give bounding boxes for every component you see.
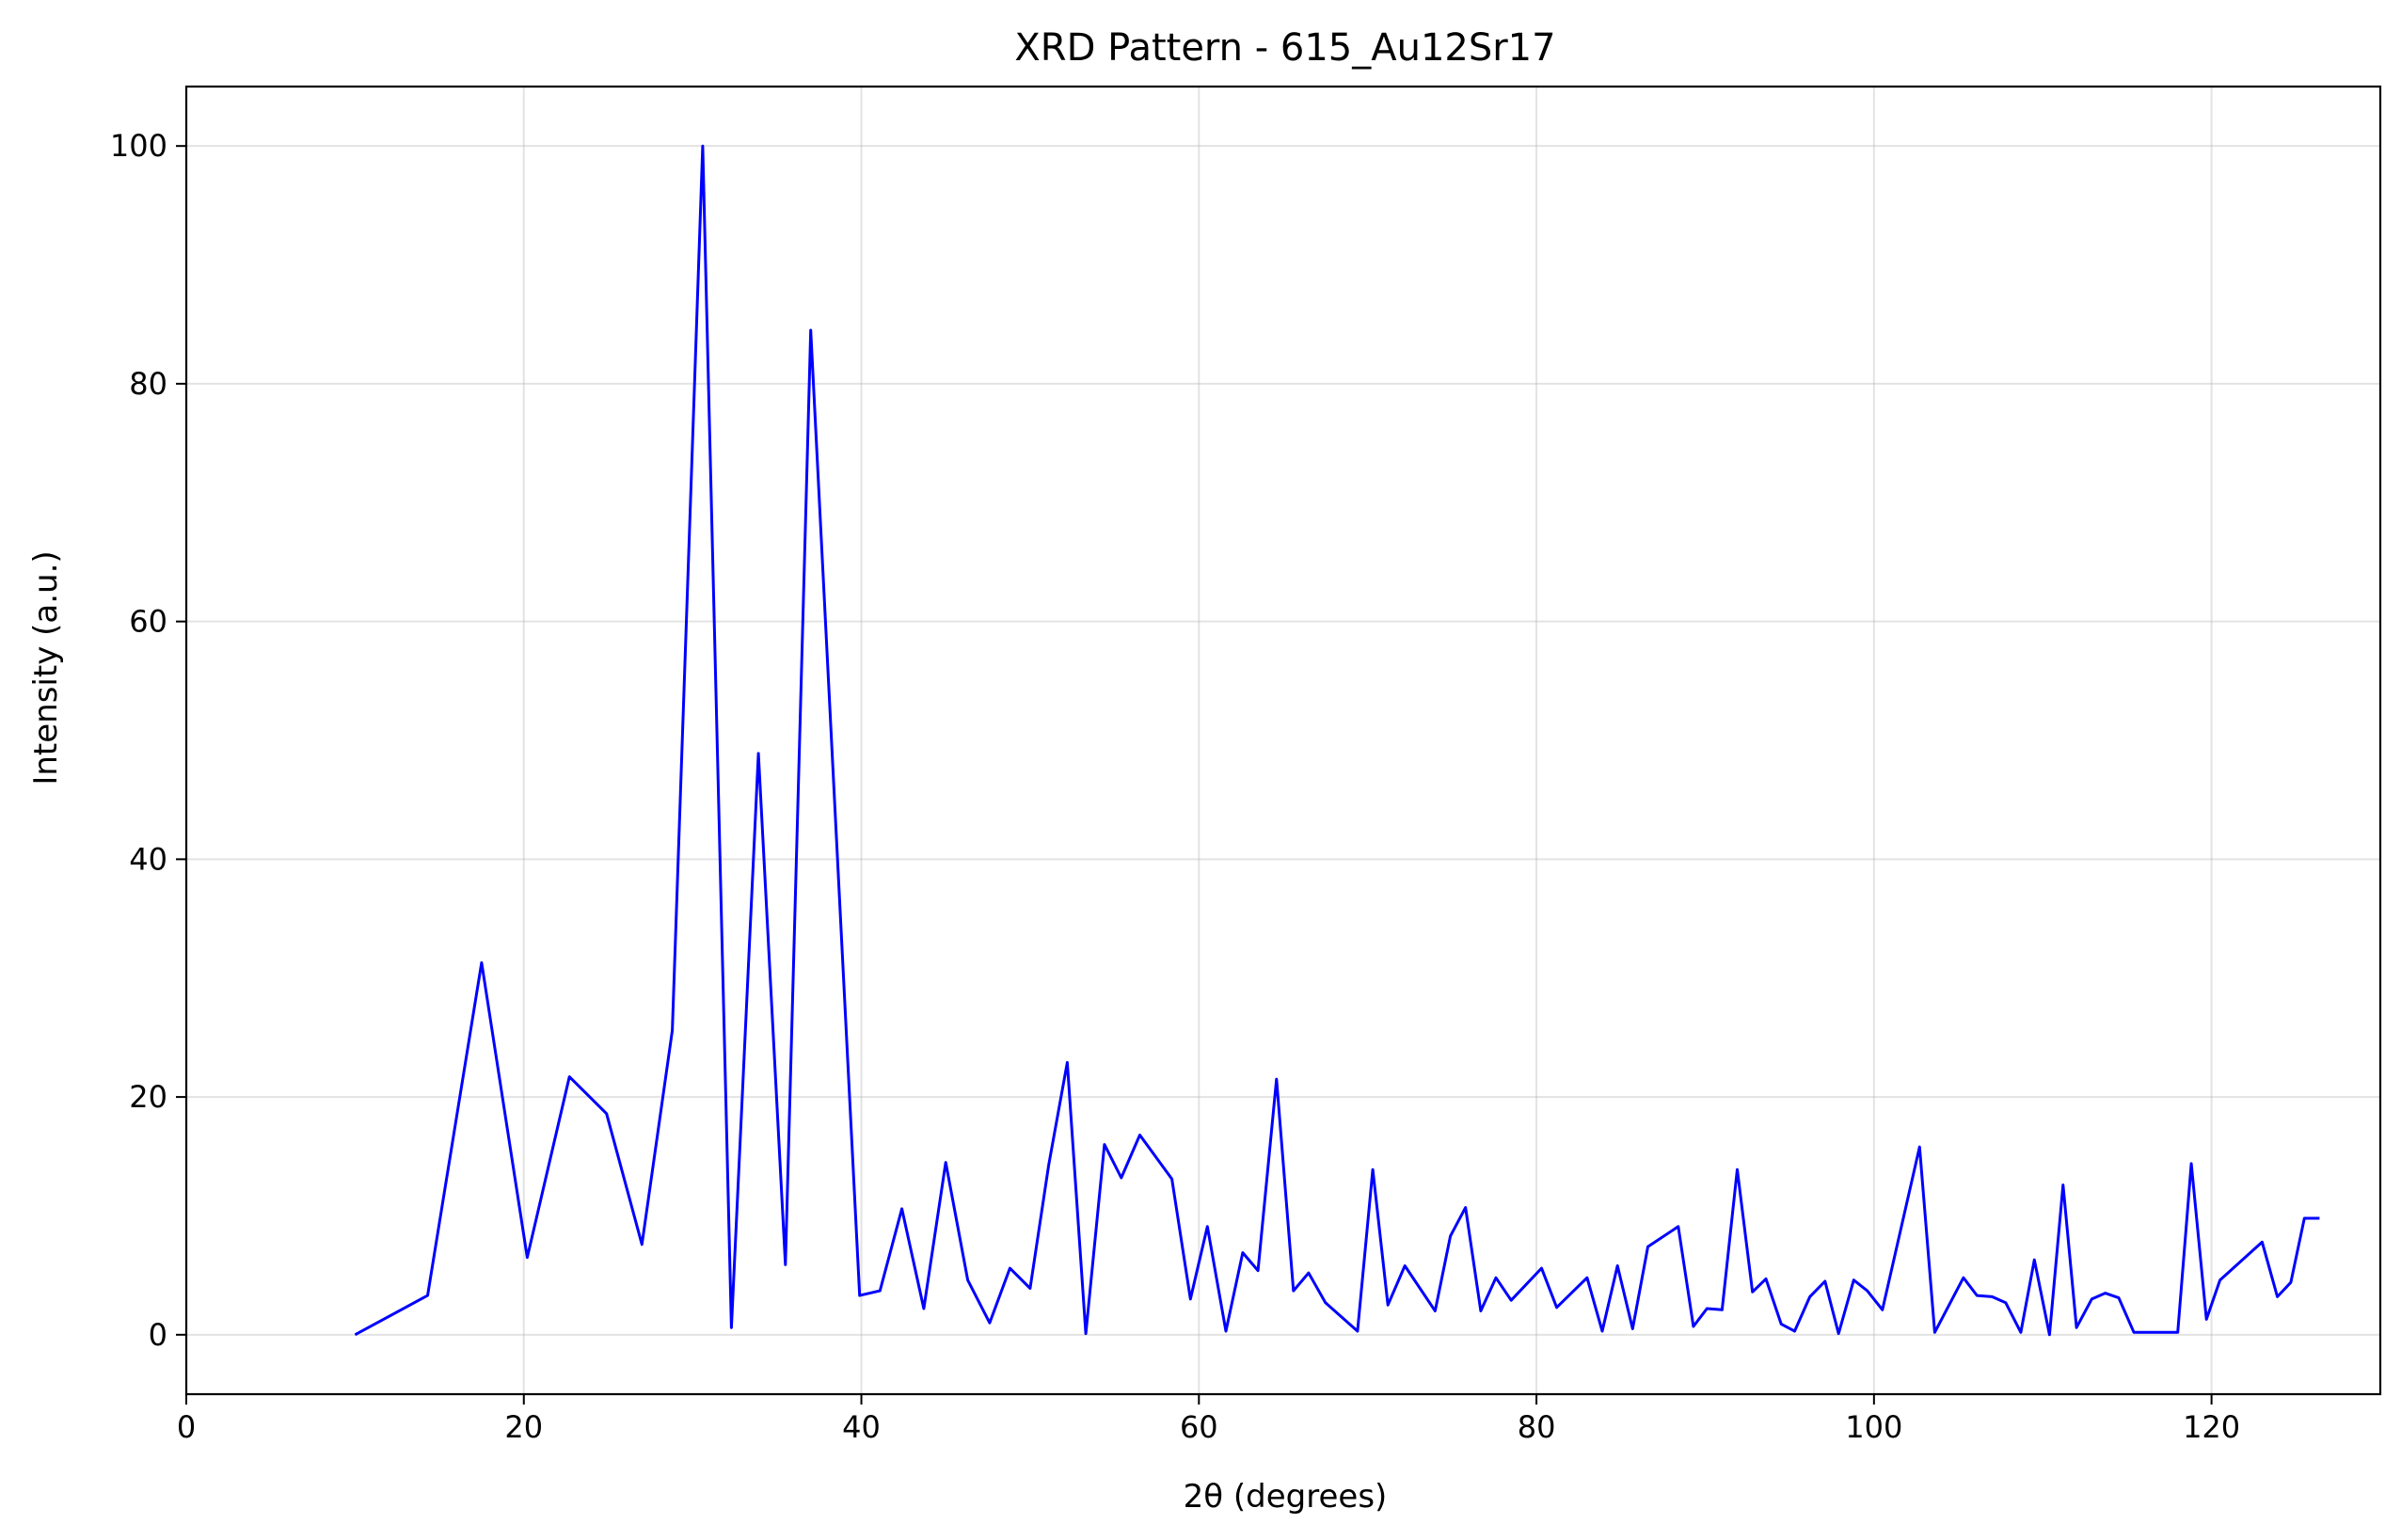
y-tick-label: 100 [110,128,167,164]
x-axis-label: 2θ (degrees) [1184,1478,1388,1516]
series-layer [354,144,2320,1337]
y-tick-label: 0 [149,1317,167,1353]
grid [185,87,2380,1394]
y-tick-label: 60 [129,604,167,640]
x-tick-label: 20 [504,1409,543,1445]
y-tick-label: 20 [129,1079,167,1115]
x-tick-label: 60 [1180,1409,1218,1445]
x-tick-label: 100 [1845,1409,1902,1445]
x-tick-label: 0 [177,1409,196,1445]
chart-title: XRD Pattern - 615_Au12Sr17 [1014,26,1555,70]
y-axis-ticks: 0 20 40 60 80 100 [110,128,186,1353]
x-tick-label: 80 [1518,1409,1556,1445]
y-axis-label: Intensity (a.u.) [27,550,65,785]
xrd-intensity-line [354,144,2320,1337]
y-tick-label: 40 [129,841,167,877]
x-axis-ticks: 0 20 40 60 80 100 120 [177,1394,2240,1445]
plot-frame [184,85,2382,1396]
x-tick-label: 120 [2183,1409,2240,1445]
x-tick-label: 40 [842,1409,881,1445]
y-tick-label: 80 [129,366,167,402]
